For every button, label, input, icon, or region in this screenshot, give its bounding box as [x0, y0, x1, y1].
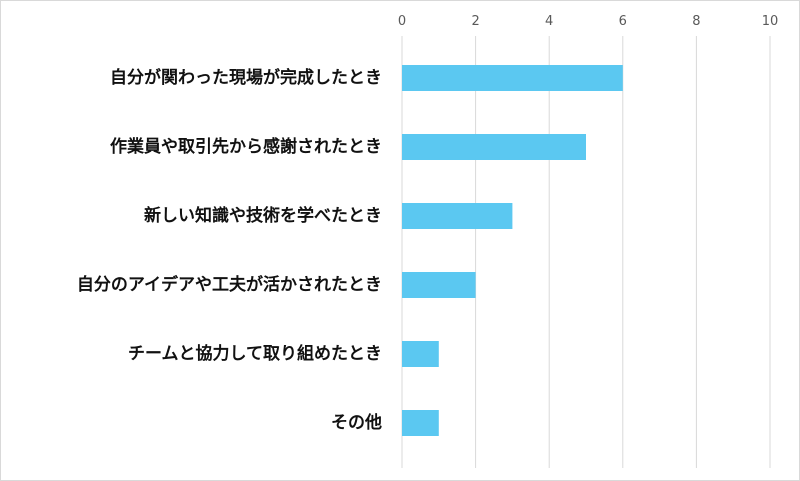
category-label: 自分のアイデアや工夫が活かされたとき [77, 274, 382, 295]
x-tick-label: 6 [619, 14, 627, 29]
gridlines [401, 36, 771, 468]
bar [402, 134, 586, 160]
category-label: 作業員や取引先から感謝されたとき [110, 136, 382, 157]
bars [402, 65, 623, 436]
x-tick-label: 10 [762, 14, 779, 29]
bar [402, 410, 439, 436]
category-label: 自分が関わった現場が完成したとき [110, 67, 382, 88]
bar [402, 65, 623, 91]
category-labels: 自分が関わった現場が完成したとき作業員や取引先から感謝されたとき新しい知識や技術… [77, 67, 382, 433]
bar [402, 272, 476, 298]
x-axis-ticks: 0 2 4 6 8 10 [398, 14, 778, 29]
category-label: チームと協力して取り組めたとき [128, 343, 382, 364]
bar [402, 203, 513, 229]
x-tick-label: 2 [471, 14, 479, 29]
bar [402, 341, 439, 367]
x-tick-label: 0 [398, 14, 406, 29]
category-label: その他 [331, 412, 382, 433]
x-tick-label: 4 [545, 14, 553, 29]
x-tick-label: 8 [692, 14, 700, 29]
category-label: 新しい知識や技術を学べたとき [144, 205, 382, 226]
